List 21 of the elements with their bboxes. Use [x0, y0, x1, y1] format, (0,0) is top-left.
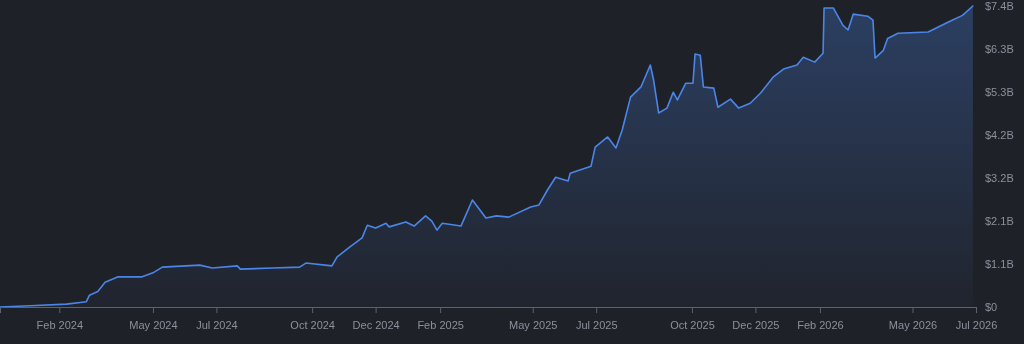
- y-tick-label: $1.1B: [985, 258, 1014, 271]
- x-tick-label: May 2024: [129, 319, 178, 332]
- x-tick-label: May 2026: [888, 319, 938, 332]
- y-tick-label: $5.3B: [985, 86, 1014, 99]
- x-tick-label: Jul 2026: [955, 319, 998, 332]
- x-tick-label: May 2025: [509, 319, 558, 332]
- y-tick-label: $6.3B: [985, 43, 1014, 56]
- y-tick-label: $3.2B: [985, 172, 1014, 185]
- x-tick-label: Jul 2024: [196, 319, 238, 332]
- x-tick-label: Feb 2026: [797, 319, 844, 332]
- x-tick-label: Feb 2024: [36, 319, 84, 332]
- x-tick-label: Dec 2024: [352, 319, 400, 332]
- x-tick-label: Dec 2025: [732, 319, 780, 332]
- y-tick-label: $4.2B: [985, 129, 1014, 141]
- x-tick-label: Jul 2025: [575, 319, 618, 332]
- y-tick-label: $0: [985, 301, 998, 314]
- x-tick-label: Feb 2025: [417, 319, 464, 332]
- x-tick-label: Oct 2024: [290, 319, 335, 332]
- y-tick-label: $7.4B: [985, 0, 1014, 13]
- y-tick-label: $2.1B: [985, 215, 1014, 228]
- x-tick-label: Oct 2025: [670, 319, 715, 332]
